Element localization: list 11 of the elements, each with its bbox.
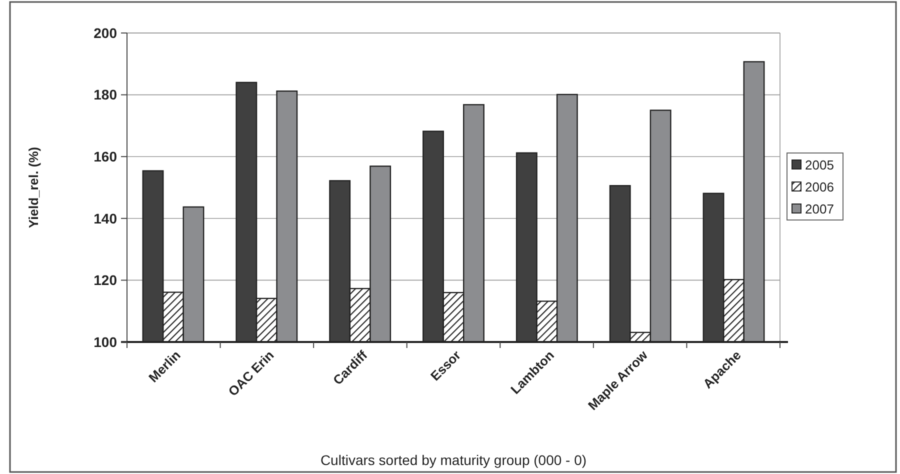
y-axis-title: Yield_rel. (%): [26, 146, 41, 228]
y-tick-label: 160: [94, 148, 118, 164]
legend-label: 2005: [805, 158, 834, 173]
y-tick-label: 200: [94, 24, 118, 41]
legend-label: 2006: [805, 180, 834, 195]
y-tick-label: 140: [94, 210, 118, 226]
y-tick-label: 100: [94, 334, 118, 350]
legend-label: 2007: [805, 202, 834, 217]
y-tick-label: 180: [94, 86, 118, 103]
x-axis-title: Cultivars sorted by maturity group (000 - 0): [320, 452, 587, 468]
y-tick-label: 120: [94, 272, 118, 288]
